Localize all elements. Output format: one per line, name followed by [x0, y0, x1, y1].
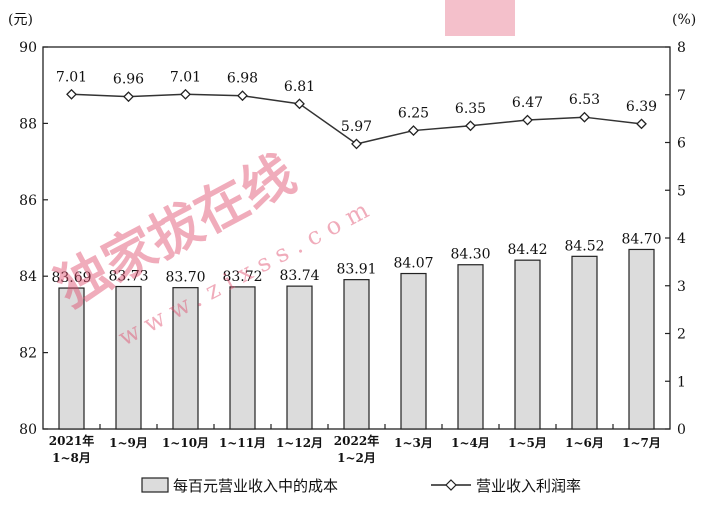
line-value-label: 6.47	[512, 95, 543, 111]
bar	[571, 255, 598, 430]
right-axis-tick-label: 7	[677, 88, 686, 104]
bar	[58, 287, 85, 430]
legend-line-marker	[445, 479, 457, 491]
line-value-label: 7.01	[56, 69, 87, 85]
bar-value-label: 84.52	[564, 238, 604, 254]
left-axis-tick-label: 80	[19, 422, 37, 438]
x-axis-category-label: 1~12月	[276, 436, 323, 450]
x-axis-category-label: 1~7月	[622, 436, 661, 450]
x-axis-category-label: 1~3月	[394, 436, 433, 450]
line-point-marker	[123, 91, 134, 103]
line-point-marker	[237, 90, 248, 102]
right-axis-tick-label: 0	[677, 422, 686, 438]
line-value-label: 7.01	[170, 69, 201, 85]
bar	[457, 264, 484, 430]
line-value-label: 6.96	[113, 72, 144, 88]
bar-value-label: 84.30	[450, 247, 490, 263]
right-axis-tick-label: 5	[677, 183, 686, 199]
line-value-label: 6.81	[284, 79, 315, 95]
bar-value-label: 84.70	[621, 231, 661, 247]
bar-value-label: 84.07	[393, 256, 433, 272]
line-value-label: 6.39	[626, 99, 657, 115]
line-point-marker	[180, 88, 191, 100]
right-axis-tick-label: 4	[677, 231, 686, 247]
bar-value-label: 83.73	[108, 269, 148, 285]
legend-line-label: 营业收入利润率	[476, 477, 581, 495]
x-axis-category-label: 2021年	[49, 433, 94, 448]
line-point-marker	[351, 138, 362, 150]
line-value-label: 6.98	[227, 71, 258, 87]
x-axis-category-label: 1~4月	[451, 436, 490, 450]
line-value-label: 6.35	[455, 101, 486, 117]
x-axis-category-label: 1~11月	[219, 436, 266, 450]
line-point-marker	[294, 98, 305, 110]
line-point-marker	[579, 111, 590, 123]
right-axis-tick-label: 1	[677, 374, 686, 390]
right-axis-tick-label: 2	[677, 327, 686, 343]
line-value-label: 5.97	[341, 119, 372, 135]
line-value-label: 6.53	[569, 92, 600, 108]
bar	[343, 279, 370, 430]
x-axis-category-label: 1~8月	[52, 451, 91, 465]
bar	[514, 259, 541, 430]
line-point-marker	[522, 114, 533, 126]
bar	[286, 285, 313, 430]
line-value-label: 6.25	[398, 106, 429, 122]
bar	[229, 286, 256, 430]
left-axis-unit: (元)	[8, 12, 33, 28]
legend-bar-swatch	[141, 477, 169, 493]
left-axis-tick-label: 86	[19, 193, 37, 209]
line-point-marker	[636, 118, 647, 130]
x-axis-category-label: 2022年	[334, 433, 379, 448]
right-axis-tick-label: 8	[677, 40, 686, 56]
left-axis-tick-label: 88	[19, 116, 37, 132]
bar-value-label: 83.74	[279, 268, 319, 284]
x-axis-category-label: 1~6月	[565, 436, 604, 450]
watermark-logo-shape	[445, 0, 515, 36]
line-point-marker	[408, 125, 419, 136]
bar-value-label: 83.70	[165, 270, 205, 286]
bar-value-label: 84.42	[507, 242, 547, 258]
x-axis-category-label: 1~9月	[109, 436, 148, 450]
bar-value-label: 83.91	[336, 262, 376, 278]
bar	[400, 272, 427, 430]
bar	[628, 248, 655, 430]
left-axis-tick-label: 90	[19, 40, 37, 56]
bar	[115, 285, 142, 430]
left-axis-tick-label: 82	[19, 346, 37, 362]
left-axis-tick-label: 84	[19, 269, 37, 285]
line-point-marker	[465, 120, 476, 132]
bar-value-label: 83.72	[222, 269, 262, 285]
bar	[172, 287, 199, 430]
x-axis-category-label: 1~2月	[337, 451, 376, 465]
right-axis-tick-label: 3	[677, 279, 686, 295]
legend-bar-label: 每百元营业收入中的成本	[173, 477, 338, 495]
right-axis-unit: (%)	[672, 12, 696, 28]
line-point-marker	[66, 88, 77, 100]
bar-value-label: 83.69	[51, 270, 91, 286]
x-axis-category-label: 1~5月	[508, 436, 547, 450]
x-axis-category-label: 1~10月	[162, 436, 209, 450]
right-axis-tick-label: 6	[677, 136, 686, 152]
